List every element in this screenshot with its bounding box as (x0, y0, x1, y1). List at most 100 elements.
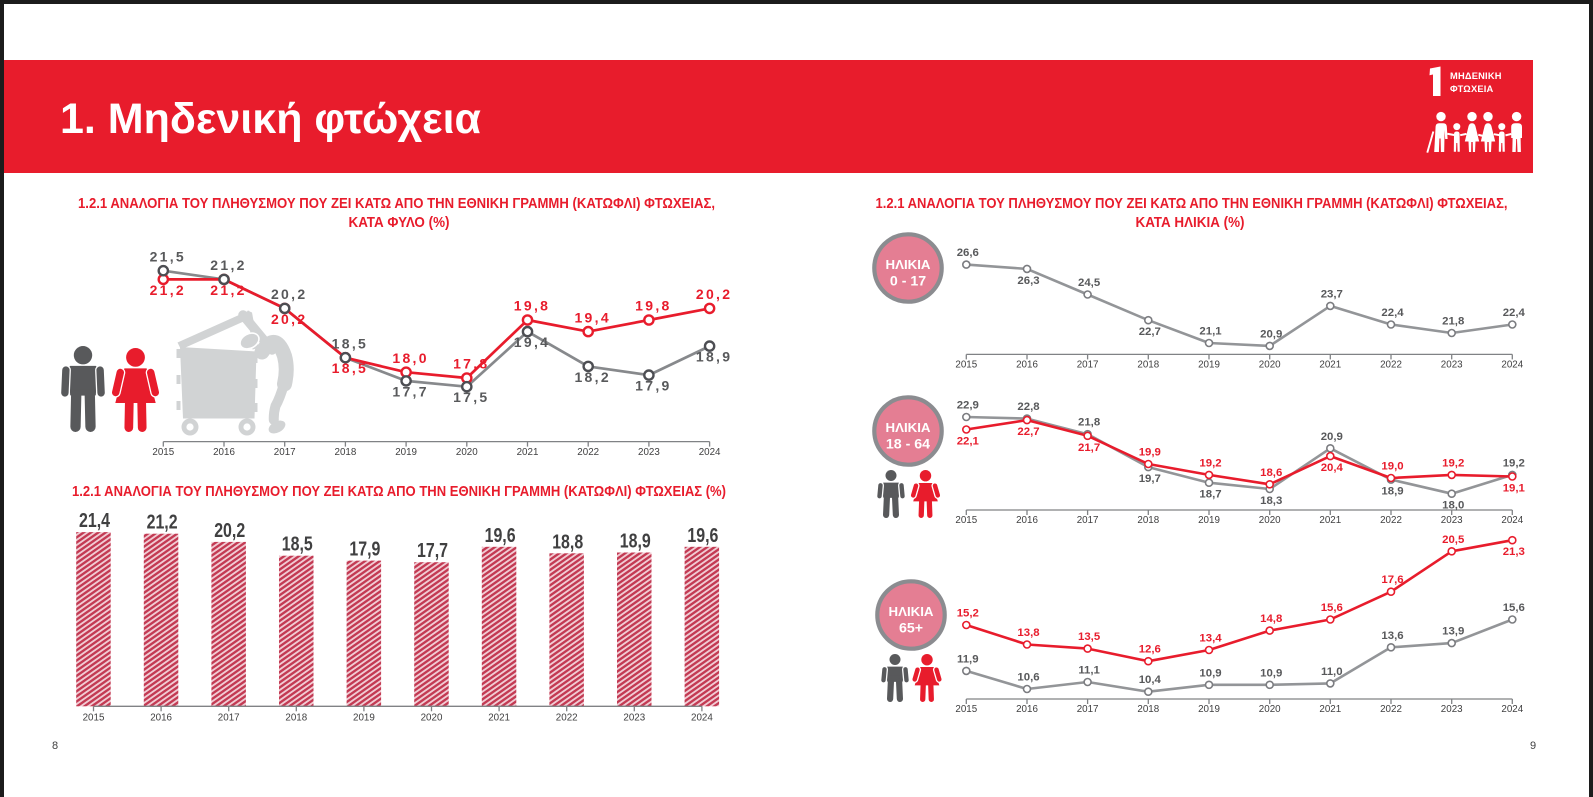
svg-text:19,7: 19,7 (1139, 473, 1161, 485)
svg-text:0 - 17: 0 - 17 (890, 274, 926, 290)
svg-text:20,2: 20,2 (271, 311, 307, 327)
svg-text:18,5: 18,5 (332, 360, 368, 376)
svg-text:21,2: 21,2 (210, 257, 246, 273)
svg-text:ΗΛΙΚΙΑ: ΗΛΙΚΙΑ (886, 258, 931, 272)
svg-text:18,5: 18,5 (282, 533, 313, 556)
svg-text:1.2.1 ΑΝΑΛΟΓΙΑ ΤΟΥ ΠΛΗΘΥΣΜΟΥ Π: 1.2.1 ΑΝΑΛΟΓΙΑ ΤΟΥ ΠΛΗΘΥΣΜΟΥ ΠΟΥ ΖΕΙ ΚΑΤ… (72, 484, 726, 500)
svg-text:2022: 2022 (556, 713, 578, 724)
svg-text:21,8: 21,8 (1078, 417, 1100, 429)
svg-text:10,4: 10,4 (1139, 674, 1162, 686)
svg-text:19,6: 19,6 (687, 524, 718, 547)
svg-text:19,2: 19,2 (1199, 457, 1221, 469)
svg-text:15,6: 15,6 (1321, 602, 1343, 614)
svg-text:2020: 2020 (1259, 515, 1281, 526)
svg-text:13,4: 13,4 (1199, 633, 1222, 645)
svg-text:2015: 2015 (955, 515, 977, 526)
svg-text:9: 9 (1530, 740, 1536, 752)
svg-text:11,9: 11,9 (957, 653, 979, 665)
svg-text:17,6: 17,6 (1381, 574, 1403, 586)
svg-text:2016: 2016 (213, 447, 235, 458)
svg-text:19,1: 19,1 (1503, 483, 1526, 495)
svg-text:17,8: 17,8 (453, 356, 489, 372)
svg-text:19,8: 19,8 (514, 298, 550, 314)
svg-text:2016: 2016 (1016, 704, 1038, 715)
svg-text:2019: 2019 (353, 713, 375, 724)
svg-text:19,8: 19,8 (635, 298, 671, 314)
svg-text:18,7: 18,7 (1199, 489, 1221, 501)
svg-text:13,6: 13,6 (1381, 630, 1403, 642)
svg-text:17,9: 17,9 (349, 538, 380, 561)
svg-text:21,1: 21,1 (1199, 326, 1222, 338)
svg-text:2016: 2016 (1016, 360, 1038, 371)
svg-text:24,5: 24,5 (1078, 277, 1101, 289)
svg-text:2018: 2018 (1137, 515, 1159, 526)
svg-text:2018: 2018 (1137, 704, 1159, 715)
svg-text:2022: 2022 (1380, 704, 1402, 715)
svg-text:2024: 2024 (1501, 515, 1523, 526)
svg-text:21,2: 21,2 (147, 511, 178, 534)
svg-text:2022: 2022 (1380, 360, 1402, 371)
svg-text:21,3: 21,3 (1503, 546, 1525, 558)
svg-text:20,2: 20,2 (271, 286, 307, 302)
svg-text:2023: 2023 (1441, 515, 1463, 526)
svg-text:2017: 2017 (1077, 515, 1099, 526)
svg-text:2017: 2017 (218, 713, 240, 724)
svg-text:2019: 2019 (1198, 704, 1220, 715)
svg-text:18,9: 18,9 (696, 349, 732, 365)
svg-text:1.2.1 ΑΝΑΛΟΓΙΑ ΤΟΥ ΠΛΗΘΥΣΜΟΥ Π: 1.2.1 ΑΝΑΛΟΓΙΑ ΤΟΥ ΠΛΗΘΥΣΜΟΥ ΠΟΥ ΖΕΙ ΚΑΤ… (876, 196, 1508, 212)
svg-text:2017: 2017 (274, 447, 296, 458)
svg-text:18,8: 18,8 (552, 530, 583, 553)
svg-text:2021: 2021 (488, 713, 510, 724)
svg-text:11,0: 11,0 (1321, 666, 1343, 678)
svg-text:10,9: 10,9 (1260, 667, 1282, 679)
svg-text:12,6: 12,6 (1139, 644, 1161, 656)
svg-text:1. Μηδενική φτώχεια: 1. Μηδενική φτώχεια (60, 95, 481, 143)
svg-text:13,9: 13,9 (1442, 626, 1464, 638)
svg-text:10,6: 10,6 (1017, 672, 1039, 684)
svg-text:18,0: 18,0 (392, 350, 428, 366)
svg-text:ΗΛΙΚΙΑ: ΗΛΙΚΙΑ (886, 421, 931, 435)
svg-text:2018: 2018 (285, 713, 307, 724)
svg-text:2023: 2023 (623, 713, 645, 724)
svg-text:2021: 2021 (517, 447, 539, 458)
svg-text:2023: 2023 (1441, 360, 1463, 371)
svg-text:8: 8 (52, 740, 58, 752)
svg-text:13,5: 13,5 (1078, 631, 1101, 643)
svg-text:ΚΑΤΑ ΗΛΙΚΙΑ (%): ΚΑΤΑ ΗΛΙΚΙΑ (%) (1136, 215, 1245, 231)
svg-text:20,9: 20,9 (1260, 328, 1282, 340)
svg-text:21,8: 21,8 (1442, 316, 1464, 328)
svg-text:2017: 2017 (1077, 704, 1099, 715)
svg-text:2020: 2020 (421, 713, 443, 724)
svg-text:ΚΑΤΑ ΦΥΛΟ (%): ΚΑΤΑ ΦΥΛΟ (%) (349, 215, 450, 231)
svg-text:15,6: 15,6 (1503, 602, 1525, 614)
svg-text:2023: 2023 (1441, 704, 1463, 715)
svg-text:26,3: 26,3 (1017, 275, 1039, 287)
svg-text:2024: 2024 (691, 713, 713, 724)
svg-text:2020: 2020 (1259, 360, 1281, 371)
svg-text:2015: 2015 (83, 713, 105, 724)
svg-text:18,9: 18,9 (1381, 486, 1403, 498)
svg-text:13,8: 13,8 (1017, 627, 1039, 639)
svg-text:2020: 2020 (1259, 704, 1281, 715)
svg-text:22,7: 22,7 (1017, 426, 1039, 438)
svg-text:20,2: 20,2 (696, 286, 732, 302)
svg-text:22,4: 22,4 (1381, 307, 1404, 319)
svg-text:17,7: 17,7 (417, 539, 448, 562)
svg-text:2022: 2022 (577, 447, 599, 458)
svg-text:2017: 2017 (1077, 360, 1099, 371)
svg-text:17,7: 17,7 (392, 383, 428, 399)
svg-text:2015: 2015 (152, 447, 174, 458)
svg-text:23,7: 23,7 (1321, 288, 1343, 300)
svg-text:21,2: 21,2 (150, 282, 186, 298)
svg-text:19,4: 19,4 (514, 334, 550, 350)
svg-text:2021: 2021 (1319, 704, 1341, 715)
svg-text:2019: 2019 (1198, 360, 1220, 371)
svg-text:2018: 2018 (335, 447, 357, 458)
svg-text:19,0: 19,0 (1381, 461, 1403, 473)
svg-text:2024: 2024 (1501, 704, 1523, 715)
svg-text:21,7: 21,7 (1078, 442, 1100, 454)
svg-text:18,6: 18,6 (1260, 467, 1282, 479)
svg-text:20,9: 20,9 (1321, 431, 1343, 443)
svg-text:21,4: 21,4 (79, 509, 110, 532)
svg-text:14,8: 14,8 (1260, 613, 1282, 625)
